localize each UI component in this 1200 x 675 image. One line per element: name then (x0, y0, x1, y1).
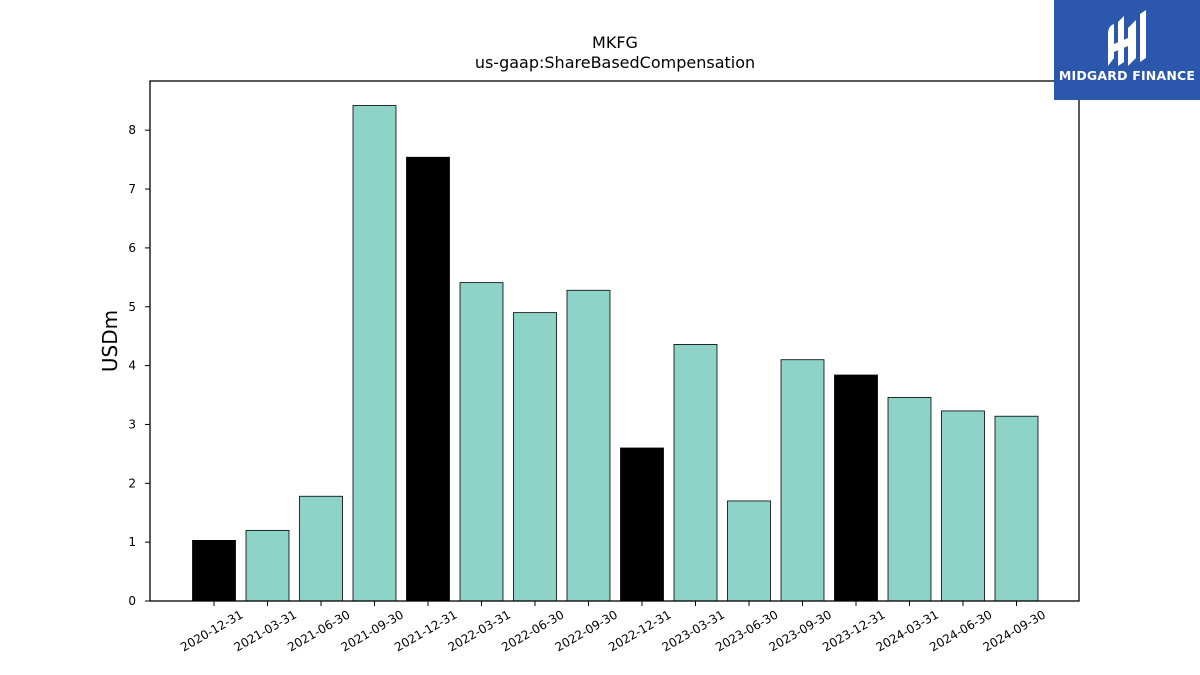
y-tick-label: 7 (128, 182, 136, 196)
plot-frame (149, 80, 1080, 602)
bar (887, 396, 932, 602)
bar (673, 344, 718, 602)
bar (566, 289, 611, 602)
bars-group (192, 105, 1039, 602)
midgard-finance-logo: MIDGARD FINANCE (1054, 0, 1200, 100)
bar (994, 415, 1039, 602)
bar (299, 495, 343, 602)
bar (941, 410, 985, 602)
bar (406, 156, 450, 602)
y-tick-label: 2 (128, 476, 136, 490)
y-tick-label: 3 (128, 417, 136, 431)
y-tick-label: 0 (128, 594, 136, 608)
bar (620, 447, 664, 602)
bar (245, 529, 290, 602)
bar (192, 539, 236, 602)
y-tick-label: 5 (128, 300, 136, 314)
bar (352, 105, 397, 602)
bar (780, 359, 825, 602)
midgard-logo-icon (1108, 10, 1146, 66)
bar (513, 312, 557, 602)
bar (834, 374, 878, 602)
y-tick-label: 8 (128, 123, 136, 137)
bar (459, 282, 504, 602)
bar (727, 500, 771, 602)
logo-text: MIDGARD FINANCE (1058, 68, 1196, 83)
y-tick-label: 1 (128, 535, 136, 549)
y-axis-ticks: 0 1 2 3 4 5 6 7 8 (128, 123, 150, 608)
y-axis-label: USDm (98, 310, 122, 372)
chart-subtitle: us-gaap:ShareBasedCompensation (475, 53, 755, 72)
y-tick-label: 6 (128, 241, 136, 255)
y-tick-label: 4 (128, 359, 136, 373)
chart-title: MKFG (592, 33, 638, 52)
x-axis-ticks: 2020-12-312021-03-312021-06-302021-09-30… (178, 601, 1048, 654)
